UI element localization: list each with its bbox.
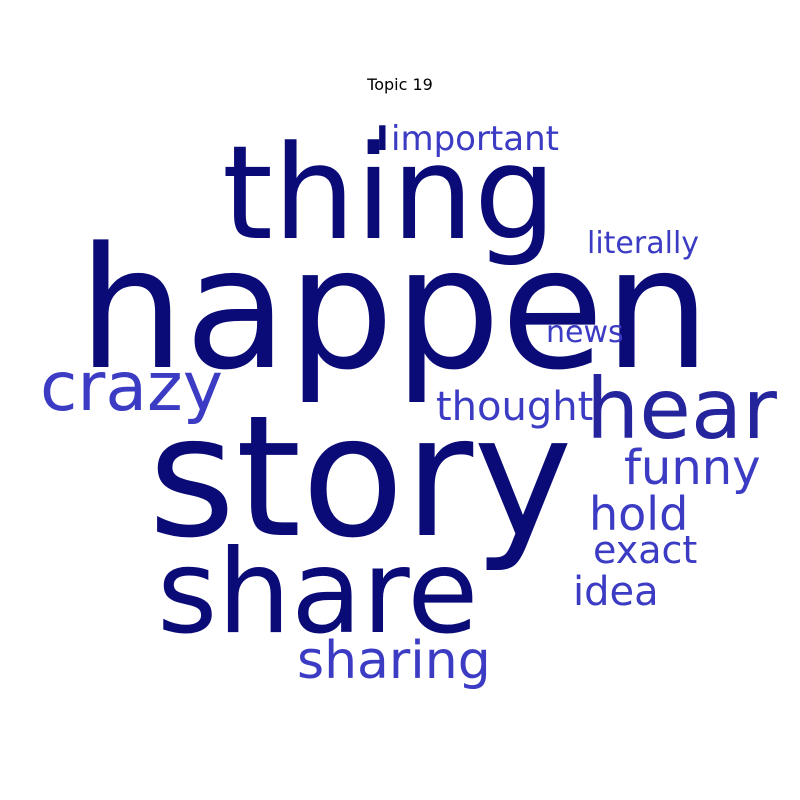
word-i: I (376, 119, 389, 159)
chart-title: Topic 19 (367, 75, 433, 94)
word-exact: exact (593, 528, 697, 572)
word-news: news (546, 315, 624, 350)
word-happen: happen (78, 211, 711, 407)
word-thing: thing (222, 117, 556, 269)
word-idea: idea (573, 569, 659, 615)
word-sharing: sharing (297, 631, 491, 691)
word-hear: hear (586, 360, 777, 458)
word-share: share (157, 525, 479, 660)
word-important: important (391, 119, 559, 159)
word-hold: hold (589, 487, 688, 541)
word-thought: thought (436, 384, 593, 430)
word-literally: literally (587, 226, 699, 261)
word-funny: funny (624, 440, 761, 496)
word-crazy: crazy (40, 348, 223, 427)
word-story: story (148, 379, 573, 575)
